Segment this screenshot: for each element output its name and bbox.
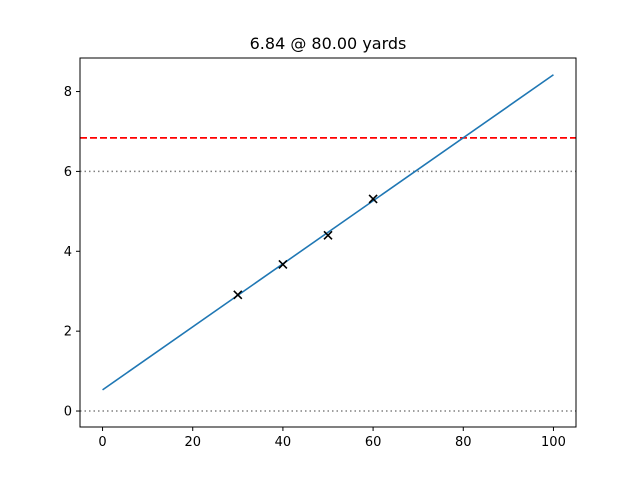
data-point: [278, 259, 288, 270]
reference-lines: [80, 136, 576, 412]
y-tick-label: 2: [64, 325, 72, 340]
x-tick-label: 0: [98, 435, 106, 450]
x-tick-label: 80: [455, 435, 472, 450]
plot-frame: [79, 57, 577, 428]
data-point: [233, 290, 243, 300]
x-tick-label: 100: [541, 435, 566, 450]
fit-line: [102, 74, 554, 391]
x-tick-label: 60: [365, 435, 382, 450]
data-point: [368, 194, 378, 204]
y-tick-label: 4: [64, 245, 72, 260]
series-line-layer: [102, 74, 554, 391]
y-tick-label: 6: [64, 165, 72, 180]
y-tick-label: 8: [64, 85, 72, 100]
x-tick-label: 40: [275, 435, 292, 450]
chart-title: 6.84 @ 80.00 yards: [250, 34, 407, 53]
y-axis: 0 2 4 6 8: [64, 85, 80, 420]
x-tick-label: 20: [184, 435, 201, 450]
x-axis: 0 20 40 60 80 100: [98, 427, 566, 450]
data-point: [323, 230, 333, 240]
y-tick-label: 0: [64, 405, 72, 420]
markers-layer: [233, 194, 378, 300]
